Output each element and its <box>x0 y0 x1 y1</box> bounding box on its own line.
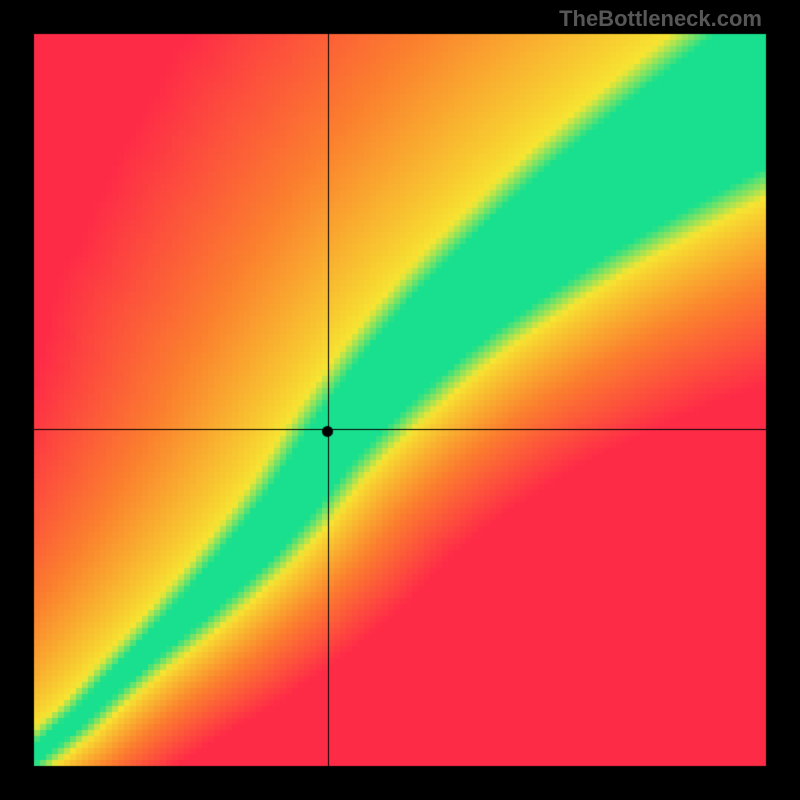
bottleneck-heatmap <box>0 0 800 800</box>
attribution-label: TheBottleneck.com <box>559 6 762 32</box>
